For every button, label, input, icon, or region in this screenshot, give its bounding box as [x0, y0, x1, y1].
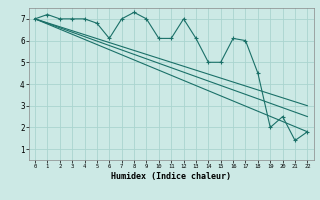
X-axis label: Humidex (Indice chaleur): Humidex (Indice chaleur): [111, 172, 231, 181]
